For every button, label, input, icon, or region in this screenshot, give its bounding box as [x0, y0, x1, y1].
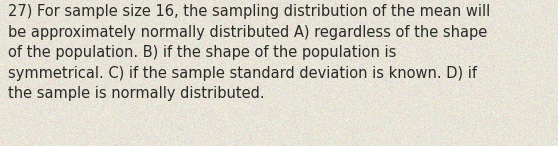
Text: 27) For sample size 16, the sampling distribution of the mean will
be approximat: 27) For sample size 16, the sampling dis…	[8, 4, 490, 101]
